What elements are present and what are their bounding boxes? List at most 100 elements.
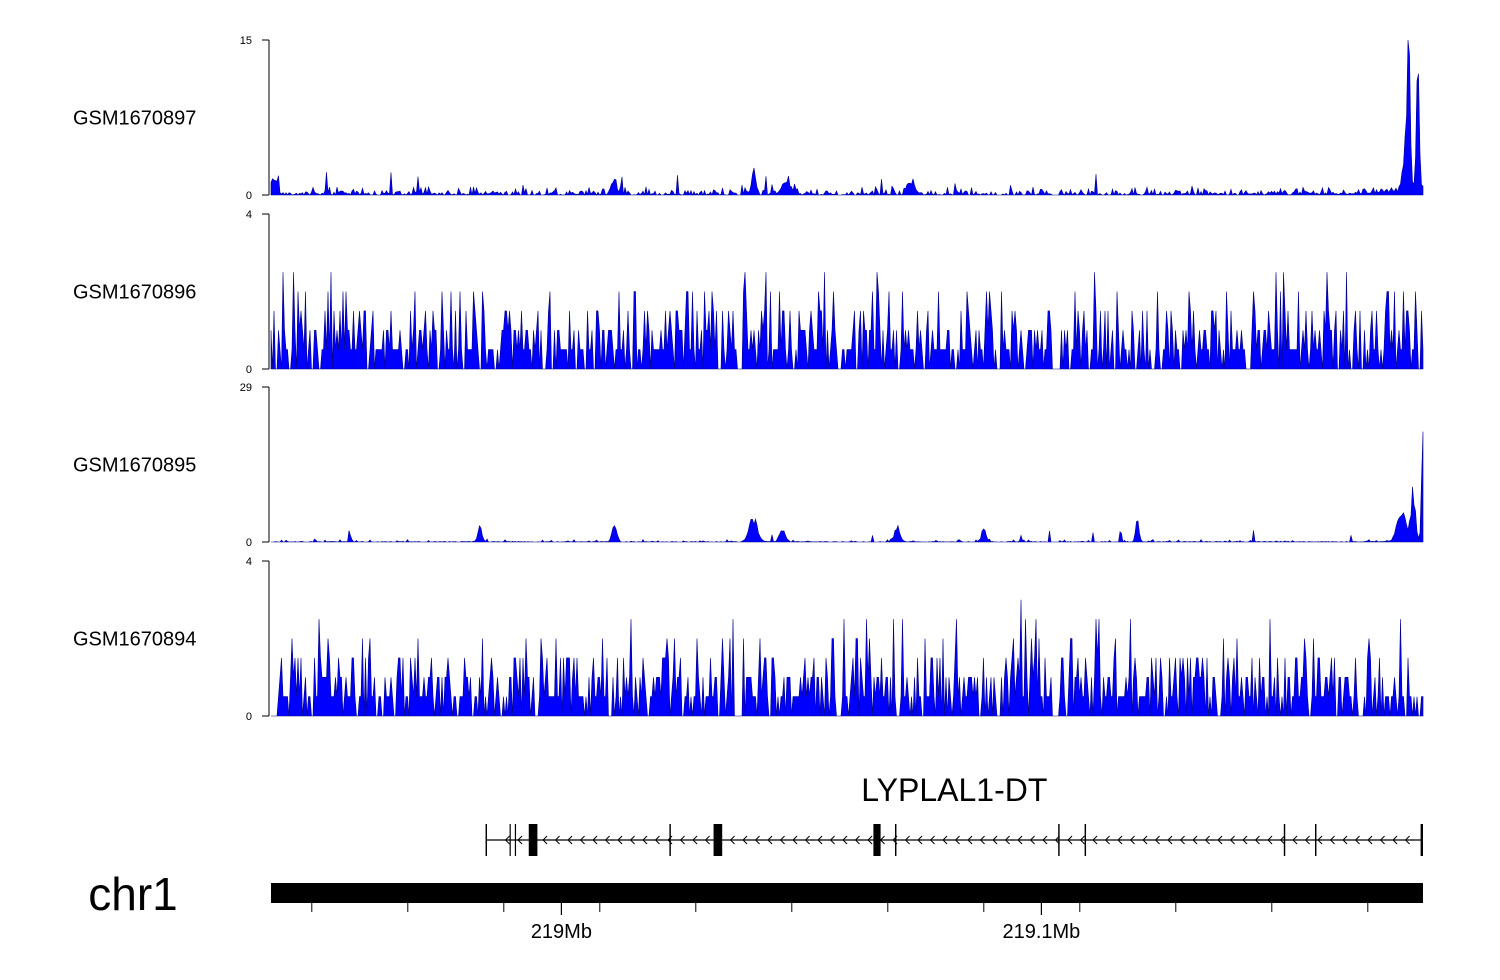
exon [528,824,538,856]
axis-tick-label: 219Mb [531,921,592,943]
exon [669,824,671,856]
strand-arrow [504,835,510,845]
y-axis-min-label: 0 [246,364,252,376]
chromosome-bar [271,883,1423,903]
strand-arrow [729,835,735,845]
chromosome-label: chr1 [88,868,177,920]
exon [1420,824,1423,856]
strand-arrow [992,835,998,845]
strand-arrow [767,835,773,845]
strand-arrow [854,835,860,845]
exon [509,824,511,856]
strand-arrow [804,835,810,845]
strand-arrow [517,835,523,845]
strand-arrow [1192,835,1198,845]
strand-arrow [742,835,748,845]
strand-arrow [554,835,560,845]
strand-arrow [904,835,910,845]
coverage-signal [271,599,1424,717]
strand-arrow [817,835,823,845]
strand-arrow [579,835,585,845]
strand-arrow [754,835,760,845]
gene-name-label: LYPLAL1-DT [861,772,1047,808]
strand-arrow [1229,835,1235,845]
coverage-signal [271,431,1424,543]
exon [1315,824,1317,856]
y-axis-min-label: 0 [246,537,252,549]
axis-tick-label: 219.1Mb [1002,921,1080,943]
exon [514,824,517,856]
coverage-signal [270,39,1424,197]
track-GSM1670894: GSM1670894 4 0 [73,556,1424,723]
coverage-signal [270,272,1424,370]
strand-arrow [1117,835,1123,845]
y-axis-max-label: 15 [240,35,252,47]
y-axis-max-label: 4 [246,209,252,221]
strand-arrow [829,835,835,845]
strand-arrow [1129,835,1135,845]
strand-arrow [929,835,935,845]
strand-arrow [967,835,973,845]
strand-arrow [1379,835,1385,845]
strand-arrow [1342,835,1348,845]
strand-arrow [679,835,685,845]
strand-arrow [1179,835,1185,845]
strand-arrow [692,835,698,845]
strand-arrow [1029,835,1035,845]
strand-arrow [1092,835,1098,845]
strand-arrow [1217,835,1223,845]
strand-arrow [1354,835,1360,845]
track-GSM1670896: GSM1670896 4 0 [73,209,1424,376]
exon [895,824,897,856]
strand-arrow [1042,835,1048,845]
exon [713,824,723,856]
gene-annotation: LYPLAL1-DT [485,772,1423,856]
strand-arrow [792,835,798,845]
strand-arrow [1104,835,1110,845]
strand-arrow [654,835,660,845]
y-axis-max-label: 29 [240,382,252,394]
track-label: GSM1670894 [73,629,196,651]
strand-arrow [1392,835,1398,845]
y-axis-min-label: 0 [246,190,252,202]
exon [1058,824,1060,856]
strand-arrow [1254,835,1260,845]
strand-arrow [1292,835,1298,845]
track-GSM1670897: GSM1670897 15 0 [73,35,1424,202]
exon [485,824,487,856]
strand-arrow [629,835,635,845]
strand-arrow [779,835,785,845]
strand-arrow [567,835,573,845]
strand-arrow [1317,835,1323,845]
chromosome-axis: chr1 219Mb 219.1Mb [88,868,1423,943]
track-label: GSM1670895 [73,455,196,477]
strand-arrow [867,835,873,845]
exon [1283,824,1286,856]
strand-arrow [917,835,923,845]
strand-arrow [942,835,948,845]
strand-arrow [617,835,623,845]
strand-arrow [1154,835,1160,845]
strand-arrow [1067,835,1073,845]
strand-arrow [1304,835,1310,845]
strand-arrow [604,835,610,845]
strand-arrow [954,835,960,845]
track-label: GSM1670896 [73,282,196,304]
strand-arrow [1079,835,1085,845]
strand-arrow [1367,835,1373,845]
strand-arrow [542,835,548,845]
exon [1084,824,1087,856]
strand-arrow [842,835,848,845]
strand-arrow [642,835,648,845]
strand-arrow [1329,835,1335,845]
strand-arrow [592,835,598,845]
coverage-tracks: GSM1670897150GSM167089640GSM1670895290GS… [73,35,1424,723]
exon [873,824,881,856]
strand-arrow [1404,835,1410,845]
track-label: GSM1670897 [73,108,196,130]
y-axis-min-label: 0 [246,711,252,723]
strand-arrow [1017,835,1023,845]
strand-arrow [979,835,985,845]
strand-arrow [704,835,710,845]
